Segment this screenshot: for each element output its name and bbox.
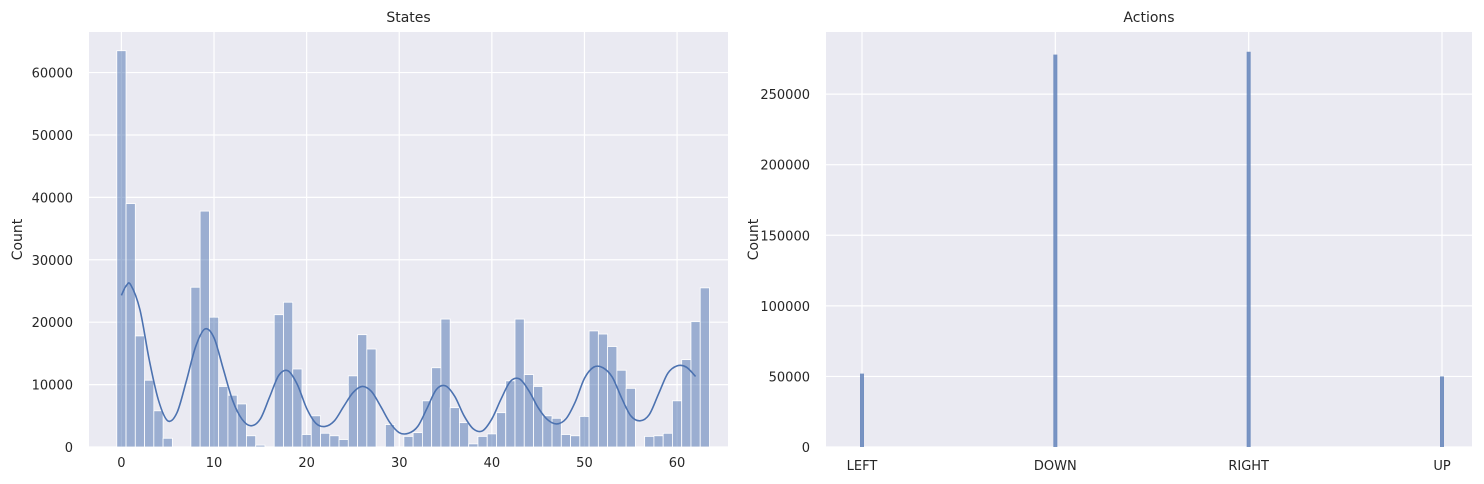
states-y-tick-label: 10000 [32, 379, 73, 394]
states-bar [662, 432, 673, 448]
states-bar [551, 417, 562, 448]
states-chart: 0 10 20 30 40 50 60 0 10000 20000 30000 40000 50000… [10, 10, 728, 471]
states-bar [208, 316, 220, 448]
states-bar [597, 333, 609, 448]
actions-y-tick-label: 0 [802, 441, 810, 456]
actions-x-tick-label: UP [1433, 459, 1451, 474]
states-bar [236, 403, 247, 448]
states-bar [699, 287, 710, 448]
actions-x-ticks: LEFT DOWN RIGHT UP [847, 459, 1451, 474]
actions-x-tick-label: RIGHT [1228, 459, 1269, 474]
states-bar [588, 330, 599, 448]
states-x-tick-label: 30 [391, 456, 408, 471]
states-bar [190, 286, 201, 448]
actions-plot-area [826, 32, 1472, 447]
states-bar [301, 434, 312, 448]
states-y-tick-label: 30000 [32, 254, 73, 269]
actions-bar [860, 373, 864, 447]
states-bar [560, 434, 571, 448]
states-bar [579, 416, 590, 448]
actions-y-tick-label: 200000 [760, 159, 810, 174]
states-bar [347, 375, 358, 448]
states-bar [616, 369, 627, 448]
states-x-ticks: 0 10 20 30 40 50 60 [117, 456, 685, 471]
states-bar [644, 435, 655, 448]
actions-bar [1440, 376, 1444, 447]
states-bar [134, 335, 145, 448]
states-bar [412, 432, 423, 448]
states-x-tick-label: 10 [206, 456, 223, 471]
states-bar [246, 435, 257, 448]
states-bar [468, 443, 479, 448]
states-y-axis-label: Count [10, 218, 26, 260]
states-bar [153, 410, 164, 448]
actions-y-ticks: 0 50000 100000 150000 200000 250000 [760, 88, 810, 456]
actions-y-tick-label: 100000 [760, 300, 810, 315]
states-bar [477, 435, 488, 448]
states-bar [570, 435, 581, 448]
states-bar [459, 422, 470, 448]
states-x-tick-label: 40 [484, 456, 501, 471]
states-y-tick-label: 40000 [32, 191, 73, 206]
states-bar [496, 412, 507, 448]
states-bar [681, 359, 692, 448]
states-y-tick-label: 60000 [32, 67, 73, 82]
states-x-tick-label: 0 [117, 456, 125, 471]
states-bar [653, 435, 664, 448]
states-bar [486, 433, 497, 448]
states-bar [218, 386, 229, 448]
states-bar [431, 367, 442, 448]
states-bar [607, 346, 618, 448]
states-bar [227, 394, 238, 448]
states-bar [329, 435, 340, 448]
states-bar [255, 444, 266, 448]
states-bar [449, 407, 460, 448]
actions-y-axis-label: Count [746, 218, 762, 260]
states-bar [292, 368, 303, 448]
states-y-tick-label: 0 [65, 441, 73, 456]
states-bar [384, 424, 396, 448]
states-bar [162, 437, 173, 448]
states-bar [116, 50, 127, 448]
states-kde-line [120, 282, 697, 435]
actions-y-tick-label: 150000 [760, 229, 810, 244]
actions-x-tick-label: DOWN [1034, 459, 1077, 474]
states-x-tick-label: 20 [298, 456, 315, 471]
states-bar [625, 387, 636, 448]
states-y-ticks: 0 10000 20000 30000 40000 50000 60000 [32, 67, 73, 456]
states-bar [320, 432, 331, 448]
actions-y-tick-label: 250000 [760, 88, 810, 103]
states-bar [403, 435, 414, 448]
states-bar [310, 415, 321, 448]
actions-chart-title: Actions [1123, 10, 1174, 26]
actions-bars [860, 51, 1444, 448]
states-bar [338, 439, 349, 448]
states-bar [144, 379, 155, 448]
actions-bar [1246, 51, 1251, 448]
states-bar [672, 400, 683, 448]
states-x-tick-label: 50 [576, 456, 593, 471]
states-bar [505, 380, 516, 448]
actions-chart: LEFT DOWN RIGHT UP 0 50000 100000 150000 200000… [746, 10, 1472, 474]
states-x-tick-label: 60 [669, 456, 686, 471]
states-bar [440, 318, 451, 448]
actions-y-tick-label: 50000 [769, 370, 810, 385]
states-bar [366, 348, 377, 448]
actions-x-tick-label: LEFT [847, 459, 878, 474]
states-y-tick-label: 50000 [32, 129, 73, 144]
states-y-tick-label: 20000 [32, 316, 73, 331]
actions-bar [1053, 54, 1058, 448]
states-bar [357, 334, 368, 448]
states-bar [533, 386, 544, 448]
states-bar [690, 321, 701, 448]
states-chart-title: States [386, 10, 430, 26]
states-bar [125, 203, 136, 448]
